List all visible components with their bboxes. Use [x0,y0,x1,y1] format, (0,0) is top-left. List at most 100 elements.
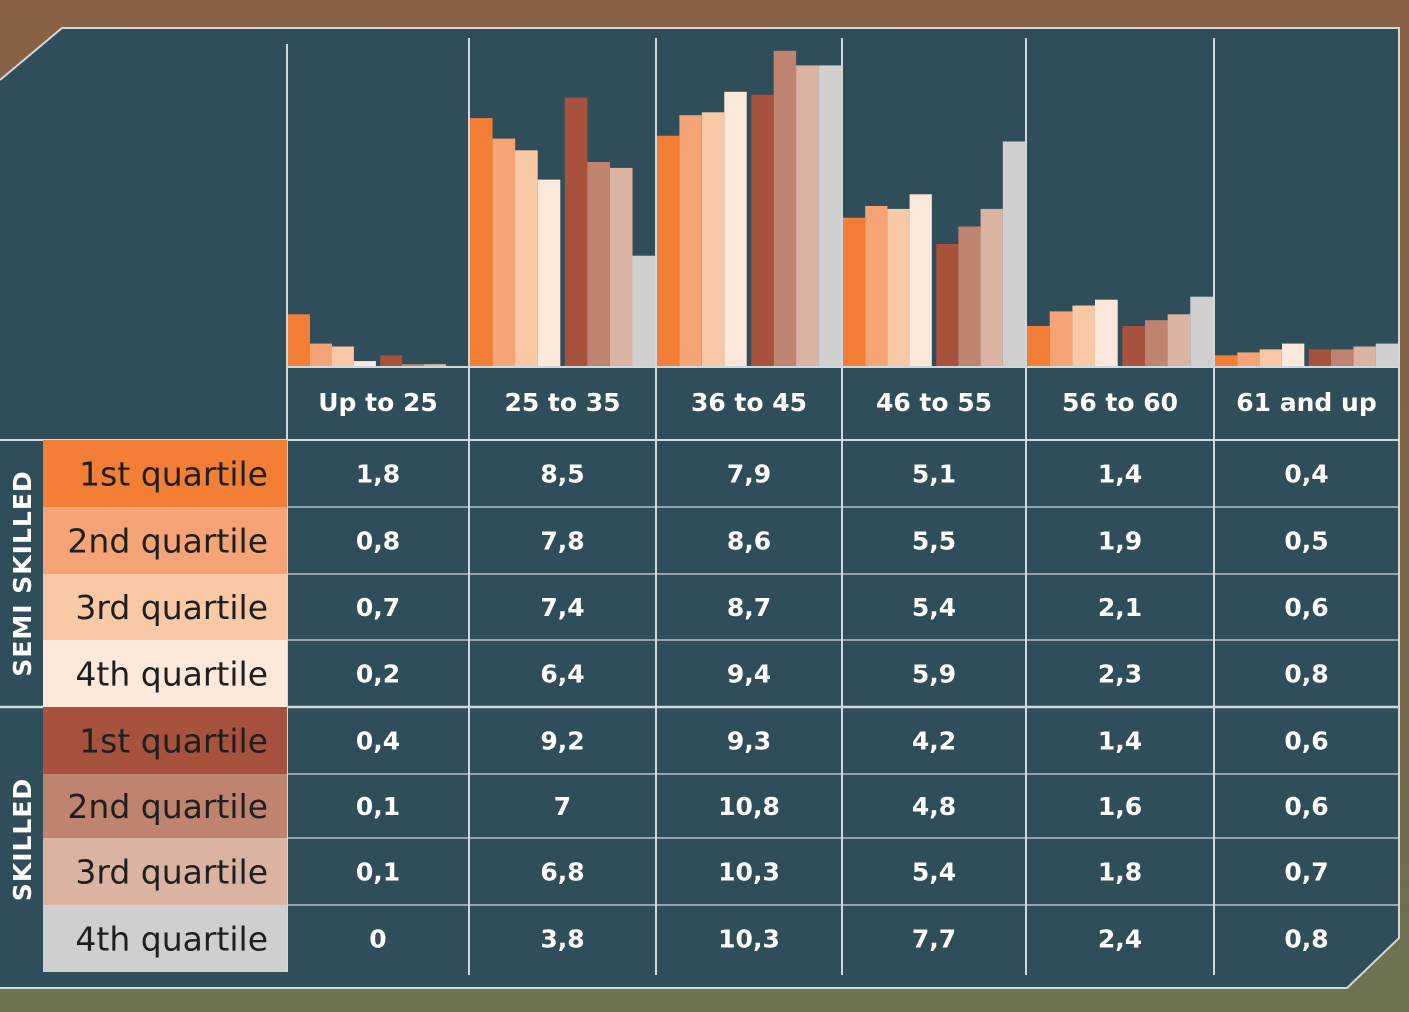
bar-semi-skilled-3rd-quartile-46-to-55 [887,208,910,367]
bar-skilled-1st-quartile-36-to-45 [751,94,774,367]
row-label-semi-skilled-4th-quartile: 4th quartile [75,655,268,694]
bar-semi-skilled-2nd-quartile-46-to-55 [865,206,888,367]
row-label-skilled-3rd-quartile: 3rd quartile [75,853,268,892]
cell-value-semi-skilled-2nd-quartile-25-to-35: 7,8 [540,527,584,556]
bar-semi-skilled-4th-quartile-61-and-up [1282,343,1305,367]
cell-value-semi-skilled-4th-quartile-25-to-35: 6,4 [540,660,584,689]
cell-value-skilled-1st-quartile-up-to-25: 0,4 [356,727,400,756]
grid-layer [0,27,1400,989]
bar-skilled-3rd-quartile-56-to-60 [1167,314,1191,367]
row-label-swatch [43,574,287,640]
bar-skilled-2nd-quartile-up-to-25 [402,364,425,367]
cell-value-skilled-2nd-quartile-56-to-60: 1,6 [1098,792,1142,821]
cell-value-skilled-1st-quartile-61-and-up: 0,6 [1284,727,1328,756]
row-label-skilled-2nd-quartile: 2nd quartile [67,787,268,826]
cell-value-skilled-1st-quartile-56-to-60: 1,4 [1098,727,1142,756]
bar-skilled-2nd-quartile-61-and-up [1331,349,1354,367]
cell-value-skilled-3rd-quartile-46-to-55: 5,4 [912,858,956,887]
column-label-25-to-35: 25 to 35 [504,388,620,417]
cell-value-semi-skilled-1st-quartile-36-to-45: 7,9 [727,460,771,489]
cell-value-skilled-1st-quartile-25-to-35: 9,2 [540,727,584,756]
bar-semi-skilled-1st-quartile-36-to-45 [657,135,680,367]
row-label-semi-skilled-3rd-quartile: 3rd quartile [75,588,268,627]
row-label-swatch [43,774,287,838]
cell-value-skilled-4th-quartile-56-to-60: 2,4 [1098,925,1142,954]
bar-semi-skilled-3rd-quartile-61-and-up [1259,349,1282,367]
panel-background [0,28,1399,988]
cell-value-skilled-1st-quartile-36-to-45: 9,3 [727,727,771,756]
cell-value-semi-skilled-4th-quartile-up-to-25: 0,2 [356,660,400,689]
cell-value-semi-skilled-1st-quartile-61-and-up: 0,4 [1284,460,1328,489]
cell-value-semi-skilled-2nd-quartile-56-to-60: 1,9 [1098,527,1142,556]
bar-skilled-1st-quartile-46-to-55 [936,244,959,367]
row-label-swatch [43,707,287,774]
cell-value-semi-skilled-3rd-quartile-25-to-35: 7,4 [540,593,584,622]
cell-value-skilled-2nd-quartile-up-to-25: 0,1 [356,792,400,821]
cell-value-skilled-2nd-quartile-25-to-35: 7 [554,792,571,821]
bar-skilled-3rd-quartile-up-to-25 [424,364,447,367]
cell-value-skilled-3rd-quartile-61-and-up: 0,7 [1284,858,1328,887]
bar-semi-skilled-1st-quartile-61-and-up [1215,355,1238,367]
bar-skilled-1st-quartile-up-to-25 [380,355,403,367]
row-label-layer: 1st quartile 2nd quartile 3rd quartile 4th … [43,440,287,972]
cell-value-skilled-4th-quartile-36-to-45: 10,3 [718,925,780,954]
row-label-swatch [43,507,287,574]
row-label-swatch [43,640,287,707]
bar-skilled-3rd-quartile-25-to-35 [609,167,633,367]
cell-value-semi-skilled-3rd-quartile-56-to-60: 2,1 [1098,593,1142,622]
bar-semi-skilled-1st-quartile-25-to-35 [470,118,493,367]
row-label-swatch [43,838,287,905]
column-label-61-and-up: 61 and up [1236,388,1376,417]
bar-semi-skilled-2nd-quartile-36-to-45 [679,115,702,367]
column-label-46-to-55: 46 to 55 [876,388,992,417]
bar-semi-skilled-4th-quartile-36-to-45 [724,91,747,368]
bar-skilled-4th-quartile-46-to-55 [1002,141,1025,367]
bar-semi-skilled-1st-quartile-46-to-55 [843,217,866,367]
bar-skilled-1st-quartile-25-to-35 [564,97,588,367]
bar-skilled-1st-quartile-61-and-up [1308,349,1331,367]
cell-value-semi-skilled-1st-quartile-25-to-35: 8,5 [540,460,584,489]
cell-value-skilled-3rd-quartile-25-to-35: 6,8 [540,858,584,887]
cell-value-semi-skilled-4th-quartile-56-to-60: 2,3 [1098,660,1142,689]
bar-skilled-2nd-quartile-56-to-60 [1145,320,1168,367]
group-label-semi-skilled: SEMI SKILLED [8,470,37,676]
cell-value-semi-skilled-3rd-quartile-46-to-55: 5,4 [912,593,956,622]
column-label-56-to-60: 56 to 60 [1062,388,1178,417]
cell-value-skilled-2nd-quartile-46-to-55: 4,8 [912,792,956,821]
cell-value-skilled-2nd-quartile-61-and-up: 0,6 [1284,792,1328,821]
cell-value-semi-skilled-4th-quartile-61-and-up: 0,8 [1284,660,1328,689]
bar-skilled-1st-quartile-56-to-60 [1122,326,1145,367]
bar-skilled-4th-quartile-56-to-60 [1190,296,1213,367]
bar-semi-skilled-2nd-quartile-61-and-up [1237,352,1260,367]
panel-border [0,27,1400,989]
cell-value-skilled-3rd-quartile-36-to-45: 10,3 [718,858,780,887]
cell-value-skilled-4th-quartile-46-to-55: 7,7 [912,925,956,954]
row-label-skilled-1st-quartile: 1st quartile [79,722,268,761]
row-label-semi-skilled-1st-quartile: 1st quartile [79,455,268,494]
bar-semi-skilled-3rd-quartile-56-to-60 [1072,305,1096,367]
cell-value-semi-skilled-3rd-quartile-36-to-45: 8,7 [727,593,771,622]
cell-value-semi-skilled-2nd-quartile-36-to-45: 8,6 [727,527,771,556]
row-label-swatch [43,905,287,972]
bar-skilled-4th-quartile-61-and-up [1375,343,1398,367]
bars-layer [288,50,1398,368]
bar-semi-skilled-4th-quartile-46-to-55 [909,194,932,367]
bar-semi-skilled-4th-quartile-up-to-25 [353,361,376,367]
bar-skilled-3rd-quartile-61-and-up [1353,346,1376,367]
row-label-skilled-4th-quartile: 4th quartile [75,920,268,959]
cell-value-semi-skilled-1st-quartile-up-to-25: 1,8 [356,460,400,489]
bar-semi-skilled-2nd-quartile-up-to-25 [310,343,332,367]
cell-value-skilled-4th-quartile-up-to-25: 0 [369,925,386,954]
cell-value-semi-skilled-2nd-quartile-up-to-25: 0,8 [356,527,400,556]
bar-semi-skilled-2nd-quartile-25-to-35 [492,138,516,367]
cell-value-semi-skilled-3rd-quartile-61-and-up: 0,6 [1284,593,1328,622]
bar-skilled-4th-quartile-25-to-35 [632,255,655,367]
cell-layer: 1,8 8,5 7,9 5,1 1,4 0,4 0,8 7,8 8,6 5,5 1,9 0,5 0,7 7… [356,460,1329,954]
bar-skilled-3rd-quartile-36-to-45 [796,65,819,368]
column-label-up-to-25: Up to 25 [318,388,438,417]
cell-value-skilled-4th-quartile-61-and-up: 0,8 [1284,925,1328,954]
bar-skilled-2nd-quartile-36-to-45 [773,50,797,368]
cell-value-semi-skilled-2nd-quartile-61-and-up: 0,5 [1284,527,1328,556]
